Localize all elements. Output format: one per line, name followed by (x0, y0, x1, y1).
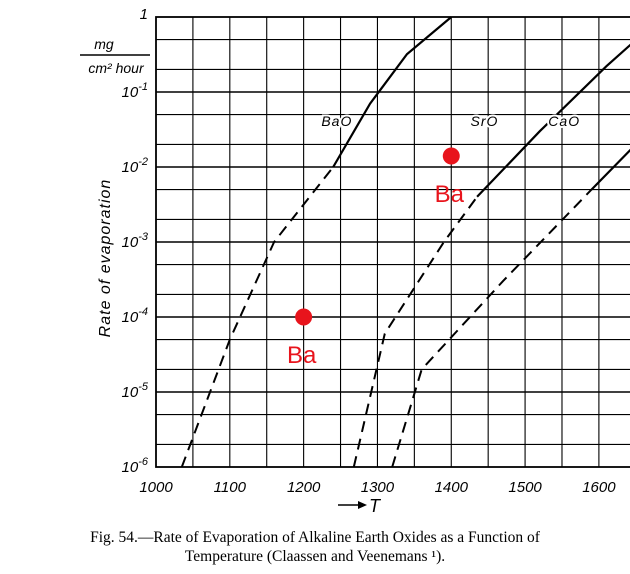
series-BaO-dashed (180, 166, 334, 468)
y-tick-labels: 10-6 10-5 10-4 10-3 10-2 10-1 1 (122, 6, 149, 476)
y-tick-label: 10-4 (122, 306, 148, 326)
series-CaO-solid (590, 148, 630, 191)
caption-line-1: Fig. 54.—Rate of Evaporation of Alkaline… (90, 529, 540, 546)
x-tick-label: 1400 (435, 479, 469, 496)
x-tick-label: 1600 (582, 479, 616, 496)
x-axis-arrow-icon (358, 501, 367, 509)
annotations: Ba Ba (287, 147, 465, 369)
annotation-label: Ba (287, 342, 317, 369)
y-tick-label: 10-3 (122, 231, 149, 251)
series-label-SrO: SrO (471, 113, 499, 129)
x-axis-label: T (369, 496, 382, 516)
y-tick-label: 10-2 (122, 156, 148, 176)
x-tick-label: 1300 (361, 479, 395, 496)
series-SrO-dashed (352, 196, 478, 468)
x-tick-labels: 10001100120013001400150016001700°K (139, 479, 616, 496)
y-axis-label: Rate of evaporation (97, 179, 114, 338)
x-tick-label: 1200 (287, 479, 321, 496)
series-labels: BaO SrO CaO (319, 111, 581, 131)
x-tick-label: 1500 (508, 479, 542, 496)
y-tick-label: 1 (140, 6, 148, 23)
annotation-marker (442, 147, 460, 165)
y-unit-numerator: mg (94, 36, 114, 52)
x-axis-label-group: T (338, 496, 382, 516)
y-tick-label: 10-6 (122, 456, 149, 476)
annotation-label: Ba (435, 181, 465, 208)
series-BaO-solid (332, 16, 453, 168)
annotation-marker (295, 308, 313, 326)
y-unit-denominator: cm² hour (88, 60, 145, 76)
plot-frame (155, 16, 630, 468)
figure-caption: Fig. 54.—Rate of Evaporation of Alkaline… (0, 528, 630, 566)
series-label-CaO: CaO (548, 113, 580, 129)
series-layer (180, 16, 630, 468)
y-tick-label: 10-1 (122, 81, 148, 101)
y-tick-label: 10-5 (122, 381, 149, 401)
x-tick-label: 1100 (214, 479, 247, 496)
series-label-BaO: BaO (321, 113, 352, 129)
series-SrO-solid (476, 43, 630, 198)
caption-line-2: Temperature (Claassen and Veenemans ¹). (184, 548, 446, 565)
x-tick-label: 1000 (139, 479, 173, 496)
grid (156, 17, 630, 467)
